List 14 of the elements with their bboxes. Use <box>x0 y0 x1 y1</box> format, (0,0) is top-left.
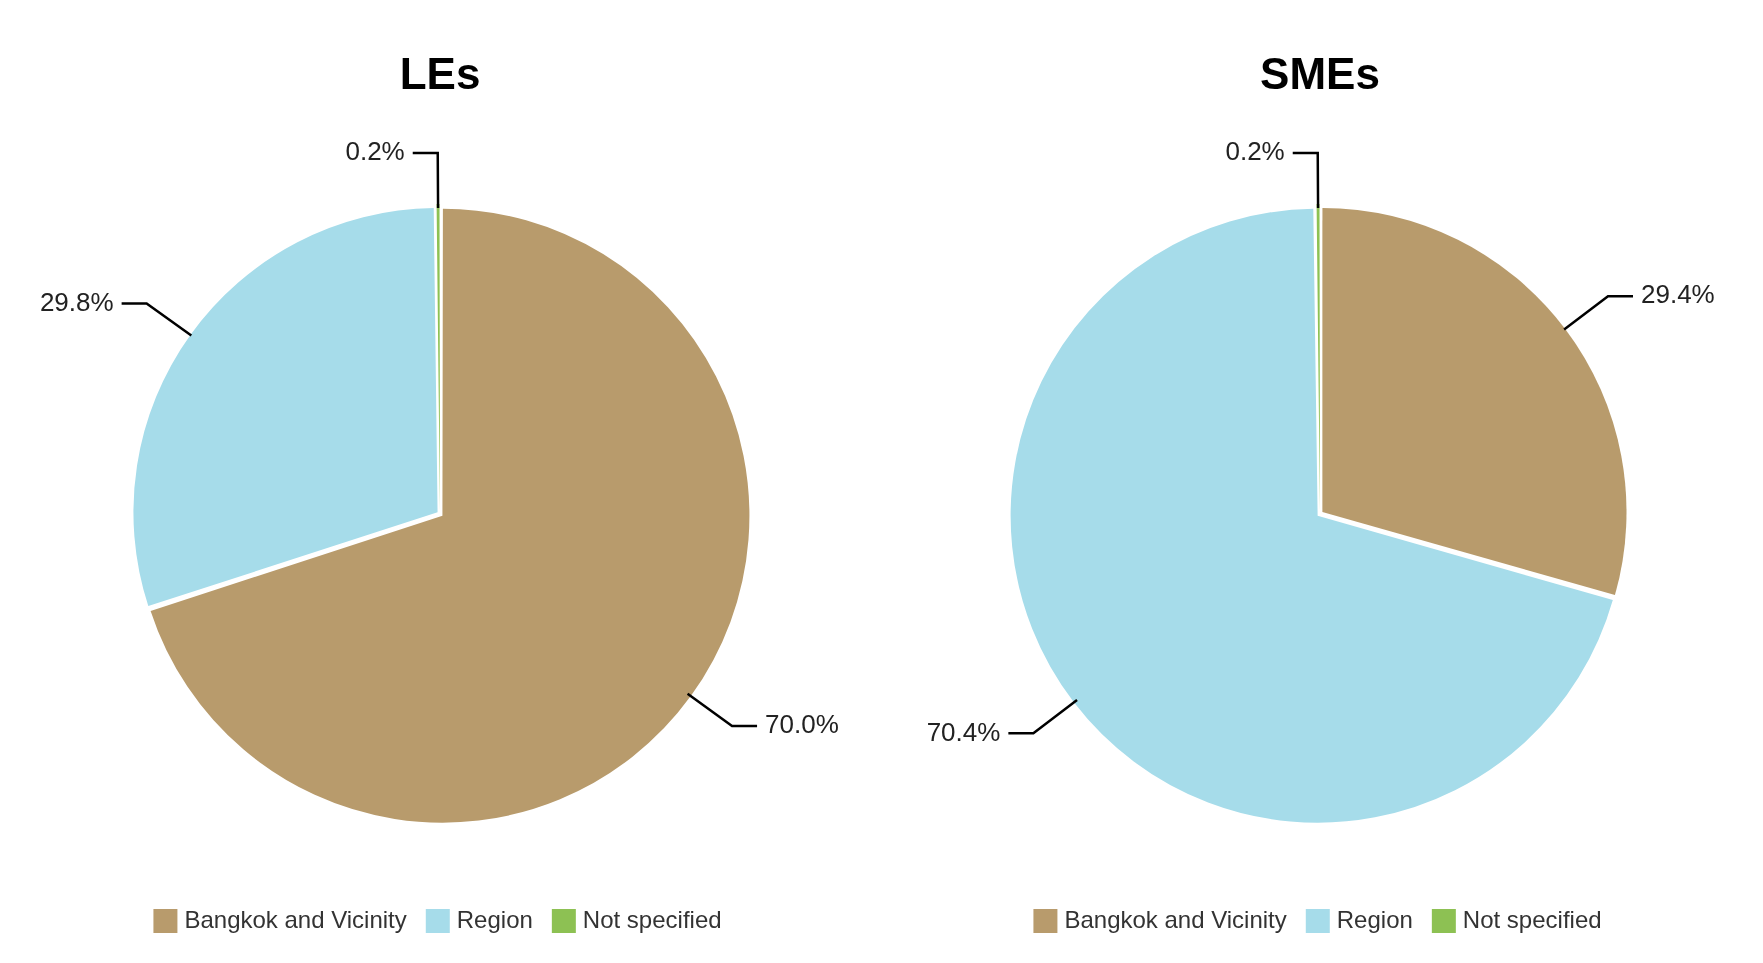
legend-label: Bangkok and Vicinity <box>1064 905 1287 933</box>
data-label: 0.2% <box>345 136 405 167</box>
chart-title: SMEs <box>1260 48 1380 98</box>
chart-title: LEs <box>399 48 481 98</box>
data-label: 29.4% <box>1641 279 1715 310</box>
legend-label: Bangkok and Vicinity <box>184 905 407 933</box>
legend-label: Not specified <box>1462 905 1602 933</box>
data-label: 70.0% <box>765 709 839 740</box>
data-label: 29.8% <box>39 286 114 317</box>
legend-label: Region <box>1336 905 1413 933</box>
legend-label: Region <box>456 905 533 933</box>
legend-label: Not specified <box>582 905 722 933</box>
data-label: 0.2% <box>1225 136 1285 167</box>
data-label: 70.4% <box>926 716 1001 747</box>
